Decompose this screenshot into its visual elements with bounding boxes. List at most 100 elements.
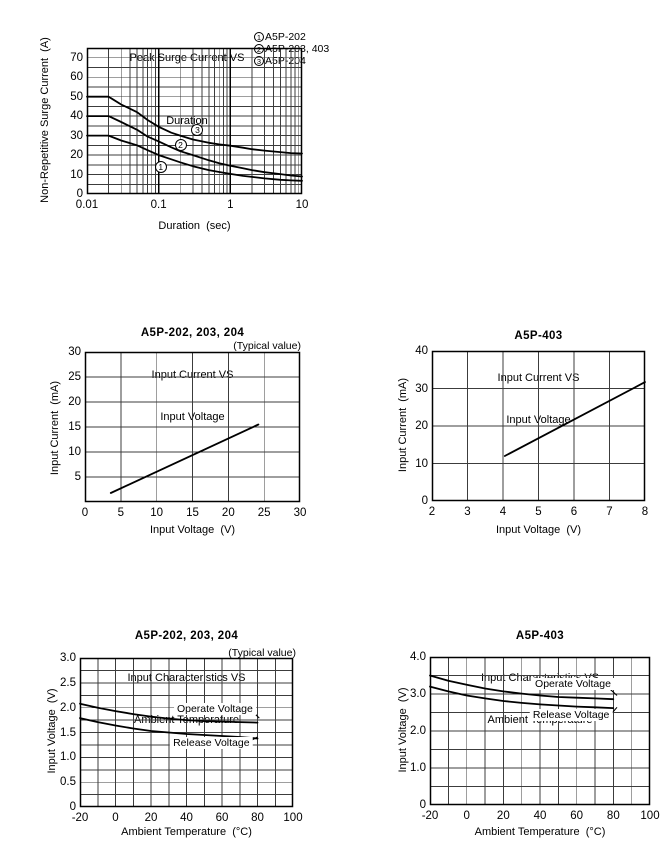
series-a5p-203-403 (86, 115, 303, 178)
x-tick-label: 15 (186, 507, 199, 519)
x-tick-label: 25 (257, 507, 271, 519)
y-tick-label: 20 (68, 396, 81, 408)
series-leader-line (611, 706, 618, 714)
gridlines-minor (432, 351, 645, 501)
plot-area-iv202 (84, 351, 301, 503)
x-tick-label: -20 (421, 810, 439, 822)
y-tick-label: 40 (70, 110, 83, 123)
y-tick-label: 0 (419, 799, 426, 811)
x-axis-label: Ambient Temperature (°C) (121, 826, 252, 838)
series-a5p-202 (86, 134, 303, 182)
plot-area-temp202 (79, 657, 294, 808)
x-tick-label: 40 (533, 810, 547, 822)
circled-3-icon: 3 (254, 56, 264, 66)
y-tick-label: 3.0 (60, 652, 76, 664)
y-tick-label: 2.0 (410, 725, 426, 737)
typical-value-note: (Typical value) (228, 647, 296, 659)
x-tick-label: 0 (112, 812, 119, 824)
chart-title-model: A5P-202, 203, 204 (140, 327, 245, 339)
x-tick-label: 100 (640, 810, 660, 822)
x-tick-label: 3 (464, 506, 471, 518)
y-tick-label: 1.5 (60, 726, 76, 739)
series-label-operate-voltage: Operate Voltage (173, 703, 256, 716)
x-tick-label: 5 (117, 507, 125, 519)
y-tick-label: 1.0 (410, 762, 426, 774)
plot-area-iv403 (431, 350, 646, 502)
plot-border (429, 656, 651, 806)
plot-border (79, 657, 294, 808)
y-tick-label: 20 (415, 420, 428, 432)
y-tick-label: 40 (415, 345, 428, 357)
x-tick-label: 20 (221, 507, 235, 519)
typical-value-note: (Typical value) (233, 340, 301, 352)
chart-title: A5P-403 Input Current VS Input Voltage (432, 301, 645, 455)
y-tick-label: 0 (69, 801, 76, 813)
x-tick-label: 8 (641, 506, 649, 518)
x-tick-label: 60 (215, 812, 229, 824)
series-label-operate-voltage: Operate Voltage (532, 678, 614, 690)
y-tick-label: 0 (76, 188, 83, 200)
gridlines-minor (85, 352, 300, 502)
y-tick-label: 0.5 (60, 776, 76, 789)
curve-number-2: 2 (174, 138, 187, 151)
chart-title-line: Input Voltage (506, 414, 571, 426)
y-tick-label: 10 (68, 446, 81, 458)
curve-number-1: 1 (154, 161, 167, 174)
series-operate-voltage (429, 674, 615, 701)
x-tick-label: 0.1 (150, 199, 167, 211)
plot-border (84, 351, 301, 503)
x-tick-label: 100 (283, 812, 303, 824)
x-tick-label: 7 (606, 506, 613, 518)
chart-title-line: Input Voltage (160, 411, 225, 423)
circled-1-icon: 1 (254, 32, 264, 42)
x-tick-label: 5 (535, 506, 542, 518)
y-tick-label: 20 (70, 149, 83, 162)
chart-title-model: A5P-202, 203, 204 (134, 630, 239, 642)
chart-title-model: A5P-403 (515, 630, 565, 642)
y-tick-label: 70 (70, 51, 83, 64)
x-tick-label: -20 (71, 812, 89, 824)
gridlines-minor (80, 658, 293, 807)
x-tick-label: 10 (150, 507, 164, 519)
x-tick-label: 80 (251, 812, 264, 824)
x-tick-label: 20 (496, 810, 510, 822)
legend-item: 1 A5P-202 (254, 31, 329, 43)
series-release-voltage (79, 717, 259, 740)
x-axis-label: Ambient Temperature (°C) (474, 826, 606, 838)
chart-title: A5P-202, 203, 204 Input Current VS Input… (85, 298, 300, 452)
x-tick-label: 80 (606, 810, 620, 822)
x-tick-label: 60 (570, 810, 584, 822)
x-tick-label: 0 (81, 507, 89, 519)
curve-number-3: 3 (191, 123, 204, 136)
series-operate-voltage (79, 702, 259, 724)
y-tick-label: 10 (415, 457, 428, 470)
y-tick-label: 25 (68, 371, 81, 383)
series-typical-input-current (109, 423, 260, 494)
x-axis-label: Input Voltage (V) (150, 524, 235, 536)
series-typical-input-current (503, 381, 646, 457)
plot-border (86, 47, 303, 195)
x-tick-label: 30 (293, 507, 307, 519)
x-tick-label: 0.01 (75, 199, 99, 211)
x-axis-label: Input Voltage (V) (496, 524, 581, 536)
x-tick-label: 20 (144, 812, 158, 824)
y-tick-label: 2.0 (60, 701, 76, 714)
plot-border (431, 350, 646, 502)
y-tick-label: 2.5 (60, 676, 76, 689)
y-tick-label: 30 (415, 382, 428, 395)
legend-label: A5P-202 (265, 31, 306, 43)
x-tick-label: 4 (499, 506, 507, 518)
x-tick-label: 10 (295, 199, 309, 211)
series-release-voltage (429, 685, 615, 709)
x-axis-label: Duration (sec) (158, 220, 231, 232)
y-tick-label: 15 (68, 421, 81, 433)
y-tick-label: 30 (68, 346, 81, 358)
plot-area-surge (86, 47, 303, 195)
y-tick-label: 50 (70, 90, 83, 103)
x-tick-label: 40 (180, 812, 193, 824)
x-tick-label: 6 (570, 506, 578, 518)
series-a5p-204 (86, 95, 303, 155)
chart-title-line: Input Current VS (151, 369, 234, 381)
series-label-release-voltage: Release Voltage (170, 736, 253, 749)
